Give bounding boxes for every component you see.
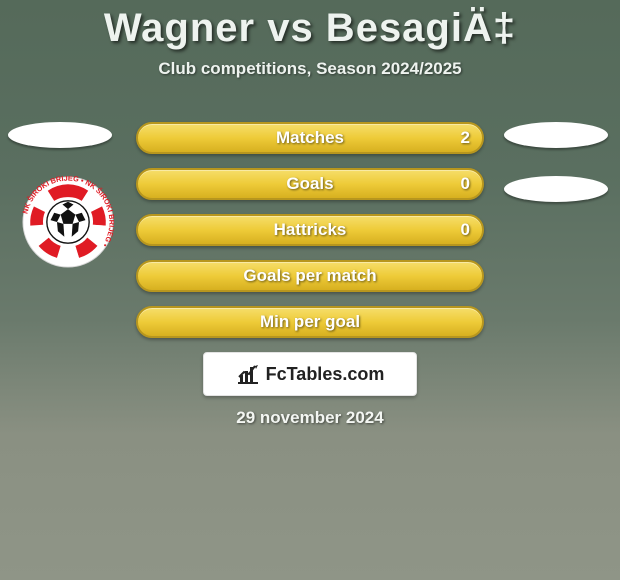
page-title: Wagner vs BesagiÄ‡	[0, 0, 620, 51]
stat-bars: Matches 2 Goals 0 Hattricks 0 Goals per match M…	[136, 122, 484, 352]
club-crest-svg: NK ŠIROKI BRIJEG • NK ŠIROKI BRIJEG •	[22, 176, 114, 268]
player-placeholder-left	[8, 122, 112, 148]
date-line: 29 november 2024	[0, 408, 620, 428]
stat-bar: Min per goal	[136, 306, 484, 338]
comparison-card: Wagner vs BesagiÄ‡ Club competitions, Se…	[0, 0, 620, 580]
stat-bar-value: 0	[461, 174, 470, 194]
stat-bar-label: Goals per match	[243, 266, 376, 286]
player-placeholder-right-1	[504, 122, 608, 148]
stat-bar-value: 0	[461, 220, 470, 240]
branding-badge[interactable]: FcTables.com	[203, 352, 417, 396]
branding-chart-icon	[236, 363, 260, 385]
player-placeholder-right-2	[504, 176, 608, 202]
stat-bar-label: Min per goal	[260, 312, 360, 332]
stat-bar: Matches 2	[136, 122, 484, 154]
page-subtitle: Club competitions, Season 2024/2025	[0, 59, 620, 79]
stat-bar-value: 2	[461, 128, 470, 148]
stat-bar-label: Goals	[286, 174, 333, 194]
stat-bar: Hattricks 0	[136, 214, 484, 246]
stat-bar: Goals 0	[136, 168, 484, 200]
branding-text: FcTables.com	[266, 364, 385, 385]
club-crest: NK ŠIROKI BRIJEG • NK ŠIROKI BRIJEG •	[22, 176, 114, 268]
stat-bar-label: Hattricks	[274, 220, 347, 240]
stat-bar: Goals per match	[136, 260, 484, 292]
stat-bar-label: Matches	[276, 128, 344, 148]
